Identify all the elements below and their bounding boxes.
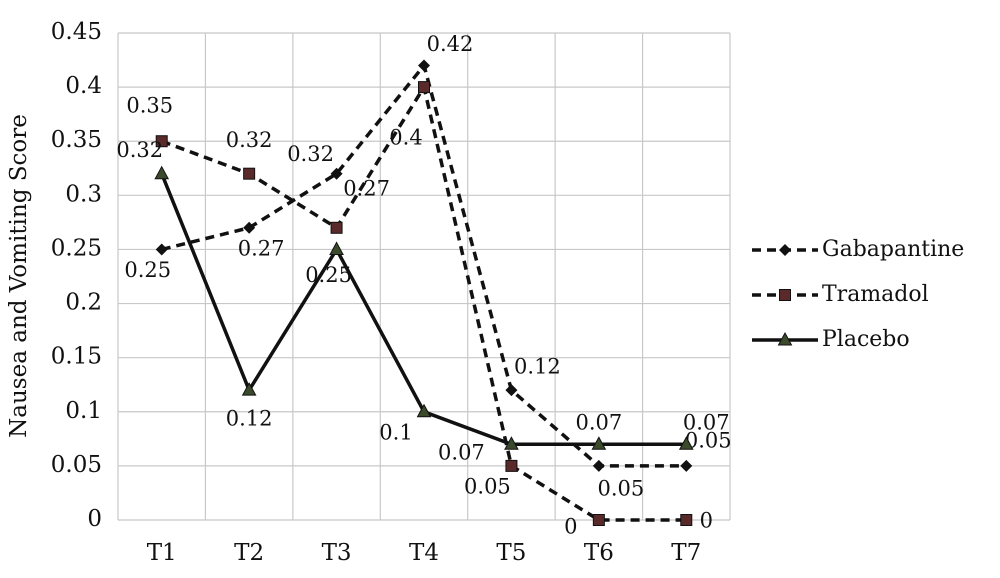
marker: [779, 244, 791, 256]
data-label: 0.12: [514, 355, 561, 379]
marker: [680, 514, 693, 526]
legend-label: Tramadol: [822, 282, 929, 307]
marker: [329, 241, 344, 255]
data-label: 0.1: [379, 420, 412, 444]
legend-label: Gabapantine: [822, 237, 964, 262]
marker: [418, 59, 430, 72]
marker: [155, 135, 168, 148]
y-tick-label: 0.45: [51, 19, 102, 45]
data-label: 0.25: [305, 263, 352, 287]
x-tick-label: T2: [234, 540, 264, 566]
marker: [155, 243, 168, 256]
x-tick-label: T5: [496, 540, 526, 566]
data-label: 0.05: [464, 474, 511, 498]
data-label: 0.4: [389, 126, 422, 150]
x-tick-label: T4: [409, 540, 439, 566]
data-label: 0.07: [575, 411, 622, 435]
marker: [416, 403, 432, 418]
marker: [680, 459, 693, 472]
marker: [678, 436, 694, 450]
x-tick-label: T1: [147, 540, 177, 566]
y-tick-label: 0.4: [65, 73, 102, 99]
series-line: [160, 173, 687, 446]
data-label: 0.07: [683, 411, 730, 435]
x-tick-label: T3: [322, 540, 352, 566]
data-label: 0.35: [126, 94, 173, 118]
marker: [592, 459, 605, 472]
marker: [241, 382, 257, 396]
marker: [243, 221, 256, 234]
x-tick-label: T7: [671, 540, 701, 566]
data-label: 0.27: [238, 236, 285, 260]
y-tick-label: 0.25: [51, 235, 102, 261]
marker: [504, 436, 519, 450]
marker: [779, 289, 791, 301]
marker: [505, 459, 518, 472]
data-label: 0.07: [438, 441, 485, 465]
y-tick-label: 0.15: [51, 344, 102, 370]
data-label: 0.05: [597, 476, 644, 500]
y-axis-label: Nausea and Vomiting Score: [6, 114, 32, 438]
data-label: 0: [700, 509, 713, 533]
data-label: 0: [564, 515, 577, 539]
x-tick-label: T6: [584, 540, 614, 566]
y-tick-label: 0.05: [51, 452, 102, 478]
data-label: 0.32: [226, 128, 273, 152]
data-label: 0.12: [226, 407, 273, 431]
y-tick-label: 0.35: [51, 127, 102, 153]
y-tick-label: 0.2: [65, 290, 102, 316]
data-label: 0.32: [116, 138, 163, 162]
marker: [591, 436, 607, 450]
data-label: 0.25: [124, 258, 171, 282]
marker: [418, 81, 430, 94]
y-tick-label: 0: [87, 506, 102, 532]
data-label: 0.32: [287, 142, 334, 166]
marker: [330, 221, 343, 234]
y-tick-label: 0.1: [65, 398, 102, 424]
marker: [330, 167, 343, 180]
marker: [777, 331, 793, 346]
marker: [154, 165, 170, 180]
marker: [243, 167, 256, 180]
data-label: 0.42: [427, 32, 474, 56]
marker: [505, 384, 518, 397]
data-label: 0.27: [343, 176, 390, 200]
marker: [592, 514, 605, 526]
legend-label: Placebo: [822, 327, 910, 352]
y-tick-label: 0.3: [65, 181, 102, 207]
